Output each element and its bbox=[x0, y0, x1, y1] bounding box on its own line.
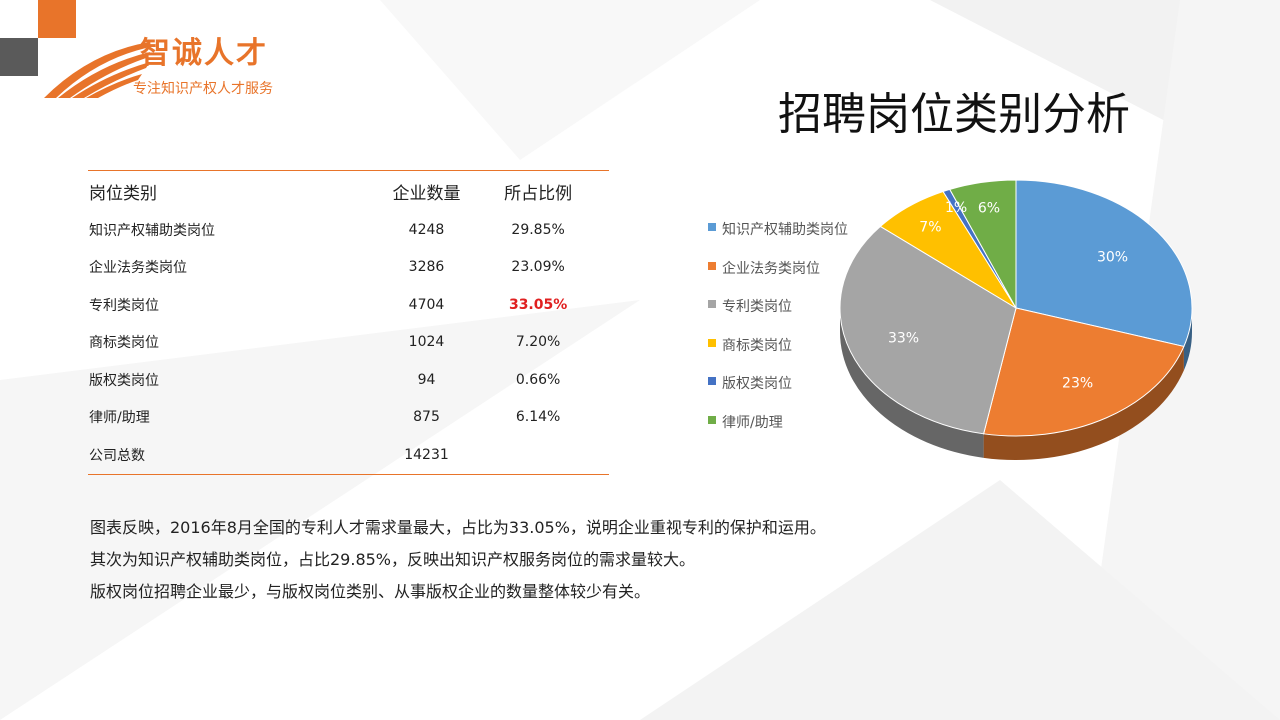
table-row: 企业法务类岗位 3286 23.09% bbox=[88, 249, 609, 287]
cell-count: 4248 bbox=[408, 221, 445, 238]
table-row: 专利类岗位 4704 33.05% bbox=[88, 286, 609, 324]
pie-slice bbox=[839, 225, 1017, 435]
cell-category: 知识产权辅助类岗位 bbox=[89, 222, 215, 239]
legend-item: 版权类岗位 bbox=[708, 373, 848, 412]
page-title: 招聘岗位类别分析 bbox=[778, 89, 1130, 140]
pie-chart: 30% 23% 33% 7%1% 6% bbox=[839, 180, 1193, 461]
cell-ratio: 7.20% bbox=[515, 334, 561, 351]
legend-swatch bbox=[708, 223, 716, 231]
pie-data-label: 33% bbox=[888, 331, 919, 347]
cell-category: 律师/助理 bbox=[89, 410, 150, 427]
legend-label: 商标类岗位 bbox=[722, 337, 792, 354]
legend-label: 律师/助理 bbox=[722, 414, 783, 431]
logo-slogan: 专注知识产权人才服务 bbox=[133, 81, 273, 97]
table-row: 律师/助理 875 6.14% bbox=[88, 399, 609, 437]
cell-category: 企业法务类岗位 bbox=[89, 260, 187, 277]
pie-slice bbox=[982, 307, 1185, 437]
cell-ratio bbox=[467, 436, 609, 475]
table-row: 版权类岗位 94 0.66% bbox=[88, 361, 609, 399]
legend-swatch bbox=[708, 261, 716, 270]
header-category: 岗位类别 bbox=[88, 170, 386, 211]
cell-count: 14231 bbox=[385, 436, 468, 475]
legend-item: 专利类岗位 bbox=[708, 296, 848, 335]
table-row: 商标类岗位 1024 7.20% bbox=[88, 324, 609, 362]
cell-count: 875 bbox=[413, 409, 440, 426]
pie-data-label: 30% bbox=[1097, 250, 1128, 266]
legend-swatch bbox=[708, 377, 716, 386]
pie-slice-side bbox=[983, 346, 1184, 461]
cell-ratio: 23.09% bbox=[511, 259, 565, 276]
header-ratio: 所占比例 bbox=[467, 170, 609, 211]
chart-legend: 知识产权辅助类岗位 企业法务类岗位 专利类岗位商标类岗位版权类岗位律师/助理 bbox=[708, 219, 848, 451]
header-count: 企业数量 bbox=[385, 170, 468, 211]
pie-data-label: 7% bbox=[919, 220, 941, 236]
summary-line: 图表反映，2016年8月全国的专利人才需求量最大，占比为33.05%，说明企业重… bbox=[90, 518, 826, 537]
data-table: 岗位类别 企业数量 所占比例 知识产权辅助类岗位 4248 29.85% 企业法务类岗… bbox=[88, 170, 609, 475]
cell-ratio: 6.14% bbox=[515, 409, 561, 426]
cell-count: 94 bbox=[417, 371, 436, 388]
legend-label: 专利类岗位 bbox=[722, 299, 792, 316]
legend-swatch bbox=[708, 415, 716, 424]
summary-line: 其次为知识产权辅助类岗位，占比29.85%，反映出知识产权服务岗位的需求量较大。 bbox=[90, 550, 696, 569]
legend-item: 商标类岗位 bbox=[708, 335, 848, 374]
legend-item: 律师/助理 bbox=[708, 412, 848, 451]
legend-swatch bbox=[708, 300, 716, 309]
pie-slice-side bbox=[840, 308, 984, 458]
pie-slice-side bbox=[1183, 308, 1192, 371]
cell-count: 4704 bbox=[408, 296, 445, 313]
legend-item: 知识产权辅助类岗位 bbox=[708, 219, 848, 258]
cell-category: 商标类岗位 bbox=[89, 335, 159, 352]
pie-data-label: 1% bbox=[945, 200, 967, 216]
pie-slice bbox=[1015, 180, 1193, 348]
table-header-row: 岗位类别 企业数量 所占比例 bbox=[88, 170, 609, 211]
cell-category: 公司总数 bbox=[88, 436, 386, 475]
pie-data-label: 23% bbox=[1062, 376, 1093, 392]
summary-text: 图表反映，2016年8月全国的专利人才需求量最大，占比为33.05%，说明企业重… bbox=[90, 512, 826, 608]
cell-ratio: 29.85% bbox=[511, 221, 565, 238]
logo-name: 智诚人才 bbox=[140, 36, 268, 71]
logo: 智诚人才 专注知识产权人才服务 bbox=[0, 0, 330, 110]
logo-mark bbox=[0, 0, 150, 98]
pie-data-label: 6% bbox=[978, 201, 1000, 217]
cell-category: 版权类岗位 bbox=[89, 372, 159, 389]
cell-category: 专利类岗位 bbox=[89, 297, 159, 314]
cell-ratio: 33.05% bbox=[508, 296, 568, 313]
legend-label: 企业法务类岗位 bbox=[722, 260, 820, 277]
legend-swatch bbox=[708, 338, 716, 347]
legend-item: 企业法务类岗位 bbox=[708, 258, 848, 297]
legend-label: 知识产权辅助类岗位 bbox=[722, 222, 848, 238]
pie-slice bbox=[949, 180, 1017, 310]
cell-count: 1024 bbox=[408, 334, 445, 351]
cell-ratio: 0.66% bbox=[515, 371, 561, 388]
table-row: 知识产权辅助类岗位 4248 29.85% bbox=[88, 211, 609, 249]
legend-label: 版权类岗位 bbox=[722, 376, 792, 393]
cell-count: 3286 bbox=[408, 259, 445, 276]
table-row: 公司总数 14231 bbox=[88, 436, 609, 475]
summary-line: 版权岗位招聘企业最少，与版权岗位类别、从事版权企业的数量整体较少有关。 bbox=[90, 582, 651, 601]
